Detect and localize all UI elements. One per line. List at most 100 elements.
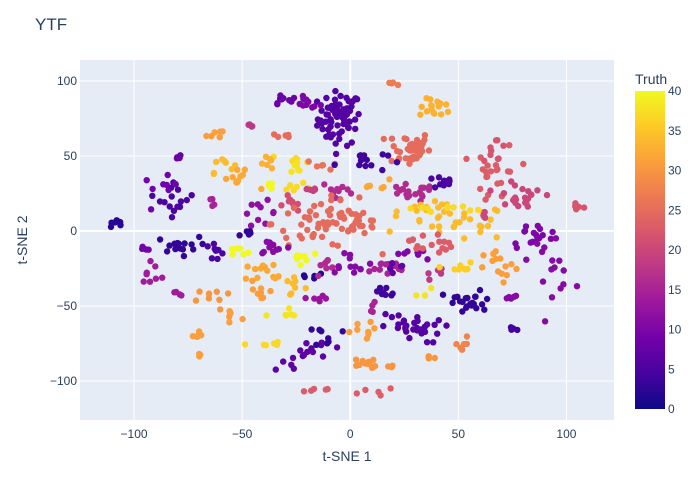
colorbar-tick-label: 20 xyxy=(668,243,682,257)
data-point xyxy=(379,151,386,158)
data-point xyxy=(409,236,417,243)
data-point xyxy=(217,306,224,313)
data-point xyxy=(390,143,397,150)
data-point xyxy=(327,116,334,123)
data-point xyxy=(288,168,295,175)
data-point xyxy=(332,150,340,158)
data-point xyxy=(203,132,210,140)
data-point xyxy=(446,210,454,217)
data-point xyxy=(425,186,433,193)
data-point xyxy=(407,205,414,212)
data-point xyxy=(328,192,335,199)
data-point xyxy=(497,255,504,262)
data-point xyxy=(234,177,242,185)
data-point xyxy=(344,186,351,193)
data-point xyxy=(510,293,518,300)
data-point xyxy=(263,312,270,319)
data-point xyxy=(346,118,353,125)
data-point xyxy=(300,95,307,103)
data-point xyxy=(539,278,547,285)
data-point xyxy=(378,184,385,192)
data-point xyxy=(421,292,428,299)
data-point xyxy=(196,288,203,295)
data-point xyxy=(444,203,451,210)
data-point xyxy=(266,244,273,251)
x-axis-title: t-SNE 1 xyxy=(322,448,371,464)
data-point xyxy=(183,196,190,204)
data-point xyxy=(140,278,147,285)
data-point xyxy=(343,105,351,112)
data-point xyxy=(393,159,401,166)
data-point xyxy=(416,188,423,196)
data-point xyxy=(431,198,439,205)
data-point xyxy=(508,261,515,268)
data-point xyxy=(506,142,513,149)
data-point xyxy=(345,98,352,105)
data-point xyxy=(480,212,488,220)
data-point xyxy=(428,175,435,182)
data-point xyxy=(107,223,115,231)
data-point xyxy=(459,308,466,315)
data-point xyxy=(423,95,430,102)
data-point xyxy=(380,322,387,330)
data-point xyxy=(476,286,484,294)
data-point xyxy=(403,328,410,335)
data-point xyxy=(343,111,351,118)
data-point xyxy=(168,214,176,221)
data-point xyxy=(421,132,429,139)
data-point xyxy=(229,245,236,253)
data-point xyxy=(174,186,182,193)
data-point xyxy=(116,219,123,226)
data-point xyxy=(513,265,520,273)
data-point xyxy=(428,284,435,292)
data-point xyxy=(329,219,336,226)
data-point xyxy=(418,143,425,150)
data-point xyxy=(178,292,185,299)
data-point xyxy=(462,295,469,302)
data-point xyxy=(228,166,235,173)
data-point xyxy=(264,196,271,203)
data-point xyxy=(395,250,402,257)
data-point xyxy=(434,98,441,105)
data-point xyxy=(356,222,364,230)
data-point xyxy=(338,128,345,135)
data-point xyxy=(290,204,298,211)
data-point xyxy=(463,333,471,340)
data-point xyxy=(472,293,479,300)
data-point xyxy=(194,333,201,340)
data-point xyxy=(466,216,474,223)
data-point xyxy=(241,166,248,173)
data-point xyxy=(290,187,297,194)
data-point xyxy=(146,278,154,285)
data-point xyxy=(425,355,432,362)
data-point xyxy=(548,294,556,301)
data-point xyxy=(549,257,556,264)
data-point xyxy=(290,274,298,281)
data-point xyxy=(171,289,178,296)
data-point xyxy=(552,235,560,242)
data-point xyxy=(234,166,241,173)
data-point xyxy=(318,107,325,114)
data-point xyxy=(274,101,281,108)
data-point xyxy=(307,186,314,193)
data-point xyxy=(336,135,343,143)
data-point xyxy=(321,181,328,188)
data-point xyxy=(303,340,310,347)
data-point xyxy=(430,339,437,346)
data-point xyxy=(343,142,351,149)
data-point xyxy=(377,392,384,399)
data-point xyxy=(355,110,362,118)
data-point xyxy=(434,231,442,238)
data-point xyxy=(243,228,250,235)
data-point xyxy=(425,270,432,277)
data-point xyxy=(243,210,251,217)
colorbar-tick-label: 10 xyxy=(668,323,682,337)
data-point xyxy=(263,238,270,245)
data-point xyxy=(311,202,318,210)
data-point xyxy=(335,263,342,270)
data-point xyxy=(318,233,326,240)
data-point xyxy=(521,228,528,235)
data-point xyxy=(304,226,311,234)
data-point xyxy=(503,272,510,279)
chart-title: YTF xyxy=(35,15,67,34)
